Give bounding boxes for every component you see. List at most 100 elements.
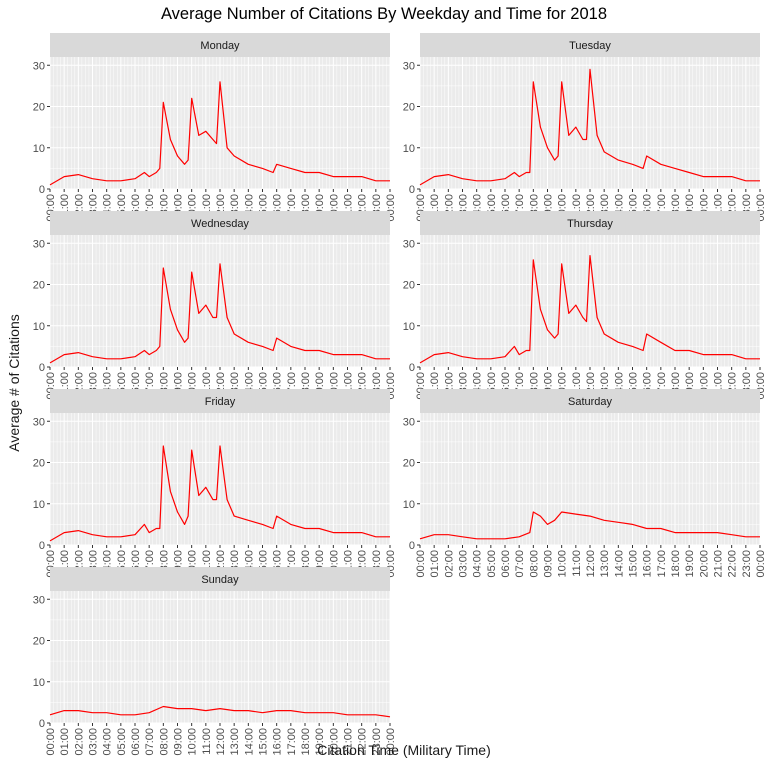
facet-label-saturday: Saturday xyxy=(568,396,613,408)
facet-strip-monday xyxy=(50,33,390,57)
y-tick-label: 10 xyxy=(403,143,415,155)
y-tick-label: 30 xyxy=(403,60,415,72)
y-tick-label: 0 xyxy=(39,718,45,730)
x-tick-label: 17:00 xyxy=(286,728,298,756)
x-tick-label: 18:00 xyxy=(670,550,682,578)
x-tick-label: 19:00 xyxy=(684,550,696,578)
y-tick-label: 10 xyxy=(403,499,415,511)
facet-label-sunday: Sunday xyxy=(201,574,239,586)
x-tick-label: 10:00 xyxy=(557,550,569,578)
y-tick-label: 30 xyxy=(33,238,45,250)
x-tick-label: 20:00 xyxy=(698,550,710,578)
x-tick-label: 00:00 xyxy=(45,728,57,756)
x-tick-label: 20:00 xyxy=(328,728,340,756)
x-tick-label: 00:00 xyxy=(385,728,397,756)
series-line-tuesday xyxy=(419,68,760,186)
x-tick-label: 00:00 xyxy=(755,550,767,578)
y-axis-title: Average # of Citations xyxy=(6,314,22,452)
x-tick-label: 05:00 xyxy=(116,728,128,756)
y-tick-label: 30 xyxy=(403,416,415,428)
x-tick-label: 06:00 xyxy=(500,550,512,578)
series-line-wednesday xyxy=(49,263,390,364)
x-tick-label: 11:00 xyxy=(571,550,583,577)
x-tick-label: 07:00 xyxy=(514,550,526,578)
x-tick-label: 04:00 xyxy=(102,728,114,756)
x-tick-label: 13:00 xyxy=(229,728,241,756)
y-tick-label: 10 xyxy=(33,143,45,155)
facet-strip-wednesday xyxy=(50,211,390,235)
chart-title: Average Number of Citations By Weekday a… xyxy=(160,5,608,23)
x-tick-label: 16:00 xyxy=(272,728,284,756)
x-tick-label: 02:00 xyxy=(73,728,85,756)
series-line-saturday xyxy=(419,511,760,540)
facet-label-monday: Monday xyxy=(200,40,240,52)
x-tick-label: 15:00 xyxy=(258,728,270,756)
y-tick-label: 0 xyxy=(39,184,45,196)
facet-label-thursday: Thursday xyxy=(567,218,613,230)
x-tick-label: 11:00 xyxy=(201,728,213,755)
x-tick-label: 23:00 xyxy=(371,728,383,756)
y-tick-label: 20 xyxy=(403,102,415,114)
x-tick-label: 21:00 xyxy=(713,550,725,578)
y-tick-label: 20 xyxy=(33,280,45,292)
x-tick-label: 07:00 xyxy=(144,728,156,756)
facet-label-wednesday: Wednesday xyxy=(191,218,249,230)
facet-strip-tuesday xyxy=(420,33,760,57)
y-tick-label: 0 xyxy=(409,362,415,374)
series-line-sunday xyxy=(49,705,391,718)
x-tick-label: 09:00 xyxy=(173,728,185,756)
x-tick-label: 05:00 xyxy=(486,550,498,578)
y-tick-label: 20 xyxy=(403,280,415,292)
series-line-friday xyxy=(49,445,390,542)
facet-strip-friday xyxy=(50,389,390,413)
y-tick-label: 30 xyxy=(33,416,45,428)
y-tick-label: 30 xyxy=(33,594,45,606)
facet-strip-thursday xyxy=(420,211,760,235)
facet-label-friday: Friday xyxy=(205,396,236,408)
y-tick-label: 0 xyxy=(39,362,45,374)
x-tick-label: 04:00 xyxy=(472,550,484,578)
facet-strip-sunday xyxy=(50,567,390,591)
x-tick-label: 23:00 xyxy=(741,550,753,578)
x-tick-label: 22:00 xyxy=(727,550,739,578)
y-tick-label: 0 xyxy=(39,540,45,552)
y-tick-label: 10 xyxy=(33,321,45,333)
x-tick-label: 15:00 xyxy=(628,550,640,578)
y-tick-label: 20 xyxy=(33,102,45,114)
y-tick-label: 10 xyxy=(33,677,45,689)
x-tick-label: 18:00 xyxy=(300,728,312,756)
x-tick-label: 01:00 xyxy=(429,550,441,578)
y-tick-label: 0 xyxy=(409,540,415,552)
y-tick-label: 20 xyxy=(33,458,45,470)
x-tick-label: 03:00 xyxy=(458,550,470,578)
y-tick-label: 10 xyxy=(33,499,45,511)
facet-strip-saturday xyxy=(420,389,760,413)
y-tick-label: 20 xyxy=(403,458,415,470)
x-tick-label: 19:00 xyxy=(314,728,326,756)
x-tick-label: 09:00 xyxy=(543,550,555,578)
x-tick-label: 08:00 xyxy=(528,550,540,578)
x-tick-label: 14:00 xyxy=(243,728,255,756)
series-line-monday xyxy=(49,81,390,186)
x-tick-label: 00:00 xyxy=(415,550,427,578)
x-tick-label: 01:00 xyxy=(59,728,71,756)
series-line-thursday xyxy=(419,255,760,364)
x-tick-label: 06:00 xyxy=(130,728,142,756)
x-tick-label: 02:00 xyxy=(443,550,455,578)
x-tick-label: 14:00 xyxy=(613,550,625,578)
y-tick-label: 20 xyxy=(33,636,45,648)
x-tick-label: 17:00 xyxy=(656,550,668,578)
y-tick-label: 10 xyxy=(403,321,415,333)
x-tick-label: 03:00 xyxy=(88,728,100,756)
y-tick-label: 30 xyxy=(403,238,415,250)
y-tick-label: 0 xyxy=(409,184,415,196)
facet-label-tuesday: Tuesday xyxy=(569,40,611,52)
x-tick-label: 21:00 xyxy=(343,728,355,756)
x-tick-label: 08:00 xyxy=(158,728,170,756)
x-tick-label: 12:00 xyxy=(585,550,597,578)
x-axis-title: Citation Time (Military Time) xyxy=(317,742,491,758)
x-tick-label: 12:00 xyxy=(215,728,227,756)
x-tick-label: 22:00 xyxy=(357,728,369,756)
x-tick-label: 13:00 xyxy=(599,550,611,578)
